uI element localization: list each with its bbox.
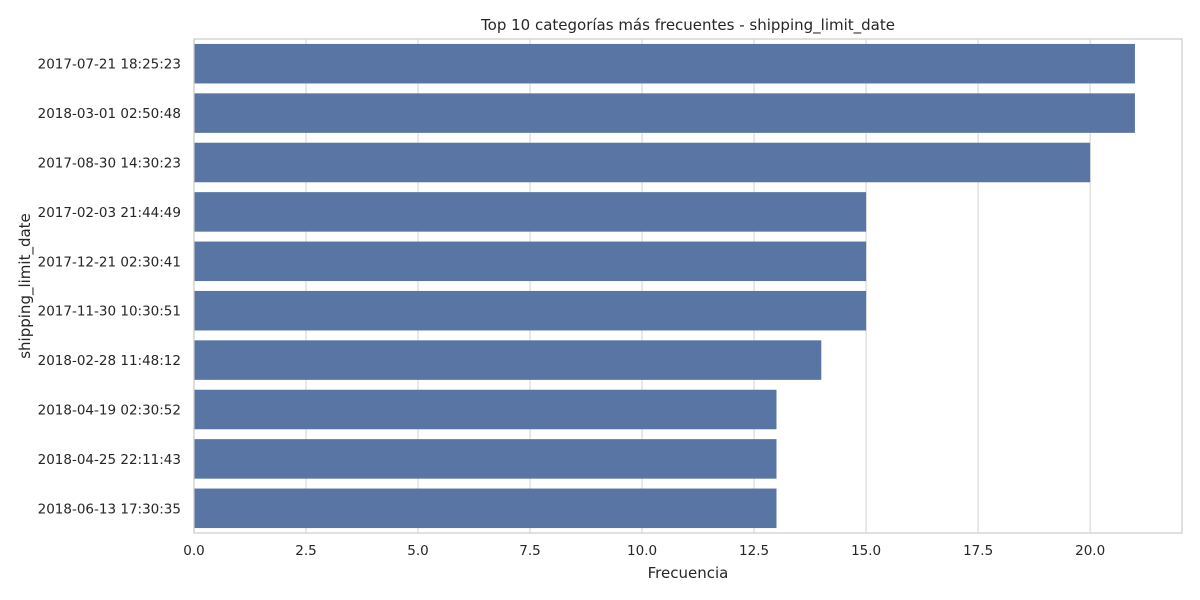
plot-frame [193, 38, 1183, 534]
y-tick-label: 2017-02-03 21:44:49 [38, 205, 181, 221]
bar [194, 93, 1135, 133]
y-tick-label: 2018-02-28 11:48:12 [38, 353, 181, 369]
bar [194, 142, 1091, 183]
x-tick-label: 17.5 [963, 543, 993, 559]
y-tick-label: 2017-08-30 14:30:23 [38, 156, 181, 172]
x-axis-label: Frecuencia [648, 564, 729, 582]
y-tick-label: 2017-12-21 02:30:41 [38, 254, 181, 270]
y-tick-label: 2018-04-19 02:30:52 [38, 403, 181, 419]
x-tick-labels: 0.0 2.5 5.0 7.5 10.0 12.5 15.0 17.5 20.0 [183, 543, 1105, 559]
y-tick-label: 2017-07-21 18:25:23 [38, 57, 181, 73]
x-tick-label: 10.0 [627, 543, 657, 559]
x-tick-label: 12.5 [739, 543, 769, 559]
bars [194, 43, 1135, 529]
y-tick-labels: 2017-07-21 18:25:23 2018-03-01 02:50:48 20… [38, 57, 181, 518]
chart-title: Top 10 categorías más frecuentes - shipp… [480, 16, 895, 35]
x-tick-label: 20.0 [1075, 543, 1105, 559]
y-tick-label: 2018-03-01 02:50:48 [38, 106, 181, 122]
y-tick-label: 2017-11-30 10:30:51 [38, 304, 181, 320]
bar [194, 488, 777, 529]
y-axis-label: shipping_limit_date [16, 213, 35, 359]
x-tick-label: 7.5 [519, 543, 540, 559]
bar [194, 43, 1135, 84]
x-tick-label: 2.5 [295, 543, 316, 559]
y-tick-label: 2018-06-13 17:30:35 [38, 501, 181, 517]
x-tick-label: 15.0 [851, 543, 881, 559]
bar [194, 389, 777, 430]
x-tick-label: 0.0 [183, 543, 204, 559]
y-tick-label: 2018-04-25 22:11:43 [38, 452, 181, 468]
x-tick-label: 5.0 [407, 543, 428, 559]
bar [194, 439, 777, 479]
bar [194, 340, 822, 380]
bar [194, 192, 867, 232]
bar [194, 241, 867, 282]
bar [194, 290, 867, 331]
